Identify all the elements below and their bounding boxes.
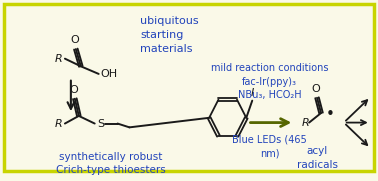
Text: S: S — [98, 119, 105, 129]
Text: mild reaction conditions
fac-Ir(ppy)₃
NBu₃, HCO₂H: mild reaction conditions fac-Ir(ppy)₃ NB… — [211, 63, 328, 100]
Text: O: O — [312, 84, 321, 94]
Text: R: R — [301, 118, 309, 128]
Text: Blue LEDs (465
nm): Blue LEDs (465 nm) — [232, 135, 307, 158]
Text: R: R — [55, 54, 63, 64]
Text: O: O — [70, 85, 78, 95]
Text: acyl
radicals: acyl radicals — [297, 146, 338, 170]
Text: •: • — [326, 108, 335, 123]
Text: synthetically robust
Crich-type thioesters: synthetically robust Crich-type thioeste… — [56, 152, 166, 175]
Text: R: R — [55, 119, 63, 129]
Text: O: O — [70, 35, 79, 45]
Text: I: I — [251, 88, 254, 98]
Text: ubiquitous
starting
materials: ubiquitous starting materials — [140, 16, 199, 54]
Text: OH: OH — [101, 69, 118, 79]
